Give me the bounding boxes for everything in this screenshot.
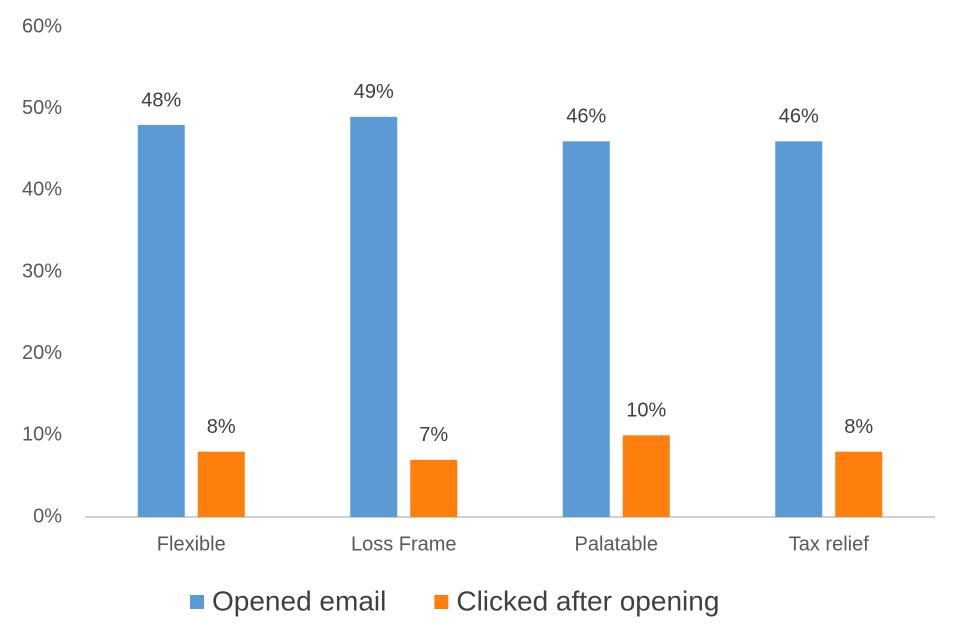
bar: [197, 451, 245, 517]
bar: [622, 435, 670, 517]
data-label: 46%: [566, 106, 606, 128]
x-tick-label: Loss Frame: [351, 533, 457, 555]
bar: [835, 451, 883, 517]
data-label: 48%: [141, 89, 181, 111]
legend-swatch: [434, 595, 449, 609]
y-tick-label: 0%: [33, 505, 62, 527]
y-tick-label: 40%: [22, 179, 62, 201]
data-label: 7%: [419, 424, 448, 446]
y-tick-label: 50%: [22, 97, 62, 119]
bar: [410, 459, 458, 517]
x-tick-label: Palatable: [575, 533, 658, 555]
legend-swatch: [190, 595, 204, 609]
y-tick-label: 60%: [22, 15, 62, 37]
data-label: 49%: [354, 81, 394, 103]
y-tick-label: 30%: [22, 260, 62, 282]
bar: [562, 141, 610, 518]
bar: [137, 125, 185, 517]
bar: [775, 141, 823, 518]
legend-label: Opened email: [212, 585, 386, 616]
y-tick-label: 20%: [22, 342, 62, 364]
y-tick-label: 10%: [22, 424, 62, 446]
data-label: 46%: [779, 106, 819, 128]
x-tick-label: Tax relief: [789, 533, 869, 555]
data-label: 8%: [207, 416, 236, 438]
bar: [350, 116, 398, 517]
legend-label: Clicked after opening: [456, 585, 719, 616]
x-tick-label: Flexible: [157, 533, 226, 555]
data-label: 10%: [626, 400, 666, 422]
data-label: 8%: [844, 416, 873, 438]
